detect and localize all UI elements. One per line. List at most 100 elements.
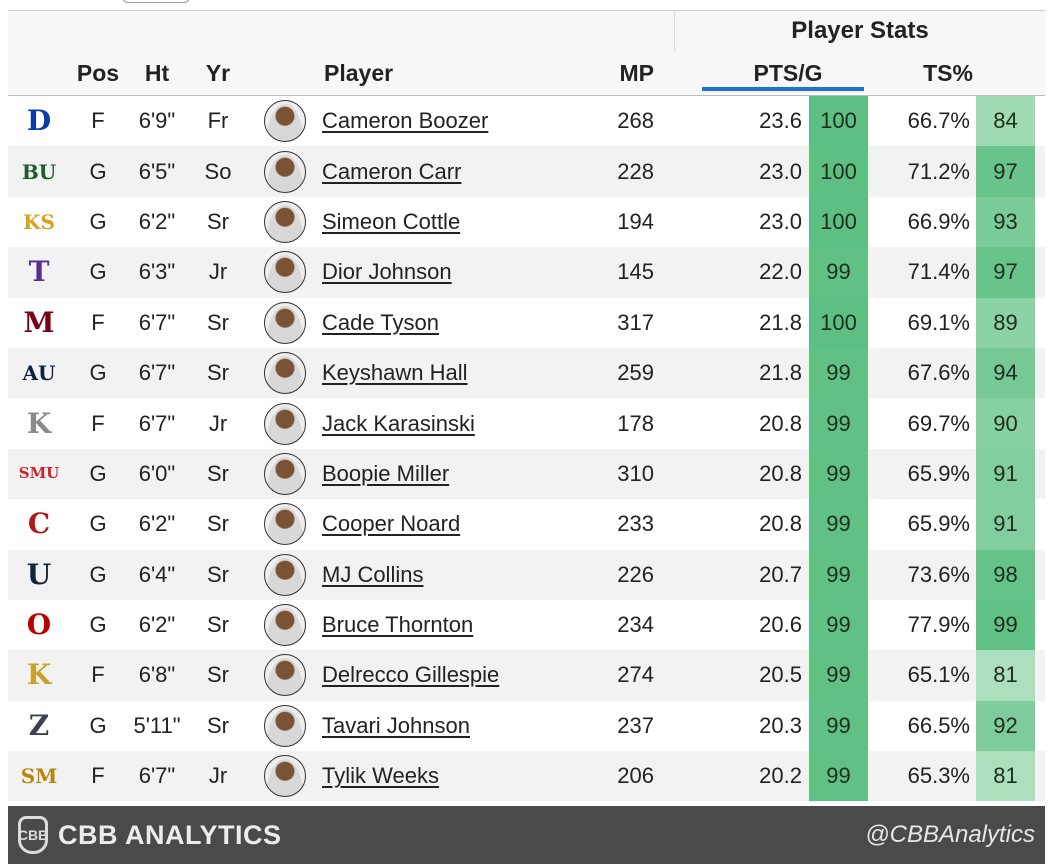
position-cell: F (91, 763, 105, 789)
points-percentile-cell: 100 (809, 196, 868, 248)
table-row: O G 6'2" Sr Bruce Thornton 234 20.6 99 7… (8, 599, 1045, 651)
year-cell: Sr (207, 511, 229, 537)
table-row: SM F 6'7" Jr Tylik Weeks 206 20.2 99 65.… (8, 751, 1045, 802)
team-logo-cell: K (16, 398, 62, 448)
col-header-ht[interactable]: Ht (144, 60, 170, 86)
player-name-cell[interactable]: Cooper Noard (322, 499, 582, 549)
player-link[interactable]: Tylik Weeks (322, 763, 439, 789)
height-cell: 6'0" (138, 460, 176, 486)
player-name-cell[interactable]: Bruce Thornton (322, 600, 582, 650)
player-avatar (264, 100, 306, 143)
player-photo-cell (262, 600, 308, 650)
player-link[interactable]: Delrecco Gillespie (322, 662, 500, 688)
player-avatar (264, 553, 306, 596)
southern-miss-logo-icon: SM (20, 764, 58, 789)
player-link[interactable]: Tavari Johnson (322, 712, 470, 738)
col-header-player[interactable]: Player (324, 60, 394, 86)
player-name-cell[interactable]: Dior Johnson (322, 247, 582, 297)
player-link[interactable]: Bruce Thornton (322, 612, 474, 638)
true-shooting-percentile-cell: 94 (976, 347, 1035, 399)
true-shooting-cell: 69.7% (907, 410, 970, 436)
points-percentile-cell: 99 (809, 700, 868, 752)
height-cell: 6'2" (138, 612, 176, 638)
player-name-cell[interactable]: Keyshawn Hall (322, 348, 582, 398)
height-cell: 6'7" (138, 410, 176, 436)
player-avatar (264, 755, 306, 798)
minutes-cell: 274 (617, 662, 654, 688)
player-link[interactable]: Simeon Cottle (322, 208, 461, 234)
col-header-yr[interactable]: Yr (205, 60, 231, 86)
position-cell: G (89, 561, 107, 587)
true-shooting-percentile-cell: 91 (976, 499, 1035, 550)
player-name-cell[interactable]: MJ Collins (322, 550, 582, 600)
col-header-pts[interactable]: PTS/G (753, 60, 823, 86)
col-header-mp[interactable]: MP (619, 60, 655, 86)
year-cell: Sr (207, 712, 229, 738)
player-avatar (264, 452, 306, 495)
player-link[interactable]: Cade Tyson (322, 309, 440, 335)
player-name-cell[interactable]: Cameron Carr (322, 146, 582, 196)
height-cell: 6'4" (138, 561, 176, 587)
player-photo-cell (262, 96, 308, 146)
player-photo-cell (262, 197, 308, 247)
year-cell: Sr (207, 208, 229, 234)
minutes-cell: 145 (617, 259, 654, 285)
minutes-cell: 317 (617, 309, 654, 335)
player-link[interactable]: Cameron Carr (322, 158, 462, 184)
true-shooting-cell: 66.9% (907, 208, 970, 234)
player-link[interactable]: Boopie Miller (322, 460, 450, 486)
year-cell: Jr (208, 410, 228, 436)
player-avatar (264, 352, 306, 395)
player-link[interactable]: Cameron Boozer (322, 108, 489, 134)
year-cell: Sr (207, 360, 229, 386)
player-name-cell[interactable]: Cade Tyson (322, 298, 582, 348)
minutes-cell: 228 (617, 158, 654, 184)
points-percentile-cell: 100 (809, 96, 868, 147)
minnesota-logo-icon: M (23, 305, 55, 339)
col-header-pos[interactable]: Pos (76, 60, 120, 86)
true-shooting-cell: 71.2% (907, 158, 970, 184)
table-row: C G 6'2" Sr Cooper Noard 233 20.8 99 65.… (8, 499, 1045, 550)
year-cell: Sr (207, 612, 229, 638)
true-shooting-cell: 66.5% (907, 712, 970, 738)
minutes-cell: 194 (617, 208, 654, 234)
year-cell: So (204, 158, 232, 184)
points-percentile-cell: 99 (809, 247, 868, 298)
cornell-logo-icon: C (27, 507, 51, 541)
position-cell: G (89, 208, 107, 234)
twitter-handle[interactable]: @CBBAnalytics (865, 821, 1035, 848)
duke-logo-icon: D (26, 104, 52, 138)
header-group-row: Player Stats (8, 10, 1045, 51)
player-name-cell[interactable]: Jack Karasinski (322, 398, 582, 448)
top-tab-edge (122, 0, 190, 3)
player-link[interactable]: Cooper Noard (322, 511, 461, 537)
player-name-cell[interactable]: Delrecco Gillespie (322, 650, 582, 700)
player-link[interactable]: Dior Johnson (322, 259, 452, 285)
height-cell: 6'3" (138, 259, 176, 285)
player-name-cell[interactable]: Tavari Johnson (322, 701, 582, 751)
col-header-ts[interactable]: TS% (923, 60, 973, 86)
team-logo-cell: O (16, 600, 62, 650)
points-per-game-cell: 23.0 (759, 158, 802, 184)
kent-state-logo-icon: K (26, 658, 52, 692)
player-name-cell[interactable]: Simeon Cottle (322, 197, 582, 247)
position-cell: F (91, 108, 105, 134)
auburn-logo-icon: AU (22, 361, 56, 386)
player-name-cell[interactable]: Cameron Boozer (322, 96, 582, 146)
player-name-cell[interactable]: Boopie Miller (322, 449, 582, 499)
player-name-cell[interactable]: Tylik Weeks (322, 751, 582, 801)
true-shooting-cell: 71.4% (907, 259, 970, 285)
player-photo-cell (262, 298, 308, 348)
baylor-logo-icon: BU (21, 159, 57, 184)
position-cell: F (91, 309, 105, 335)
true-shooting-percentile-cell: 97 (976, 146, 1035, 197)
player-link[interactable]: MJ Collins (322, 561, 424, 587)
table-row: U G 6'4" Sr MJ Collins 226 20.7 99 73.6%… (8, 549, 1045, 600)
true-shooting-percentile-cell: 99 (976, 599, 1035, 651)
team-logo-cell: K (16, 650, 62, 700)
player-link[interactable]: Keyshawn Hall (322, 360, 468, 386)
points-per-game-cell: 20.6 (759, 612, 802, 638)
height-cell: 5'11" (133, 712, 181, 738)
player-link[interactable]: Jack Karasinski (322, 410, 475, 436)
points-percentile-cell: 99 (809, 448, 868, 500)
